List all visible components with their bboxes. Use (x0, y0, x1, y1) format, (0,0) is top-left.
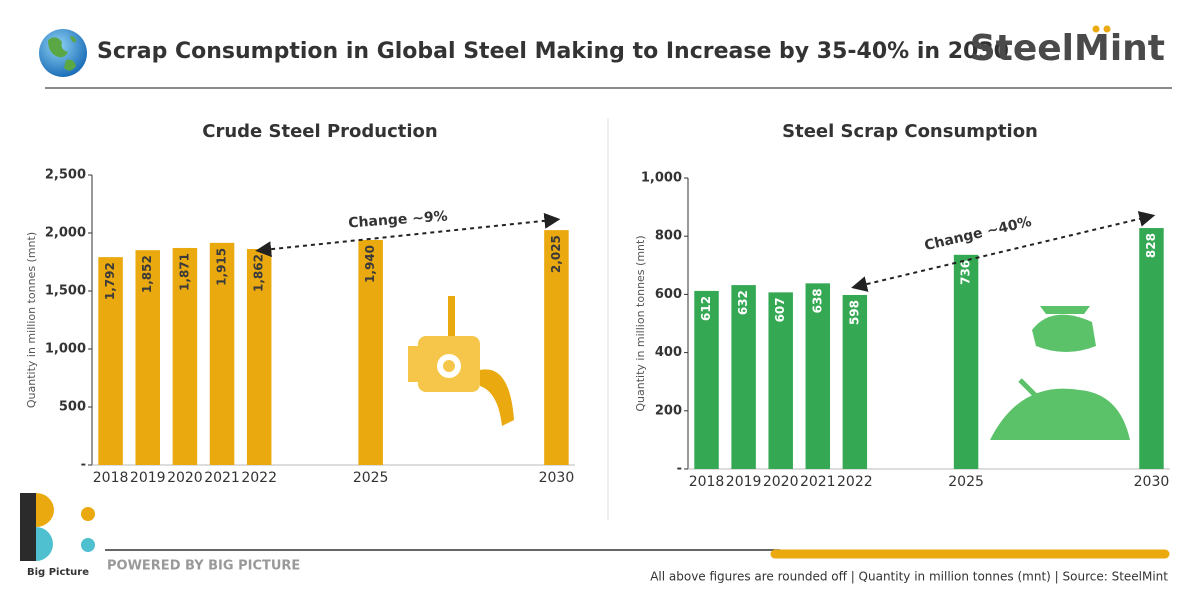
header-title: Scrap Consumption in Global Steel Making… (97, 39, 1009, 64)
bar (768, 292, 793, 469)
x-tick-label: 2025 (353, 470, 389, 486)
x-tick-label: 2020 (167, 470, 203, 486)
x-tick-label: 2020 (763, 474, 799, 490)
value-label: 1,862 (252, 254, 266, 292)
chart-title: Crude Steel Production (202, 121, 437, 142)
value-label: 1,915 (215, 248, 229, 286)
footer-note: All above figures are rounded off | Quan… (650, 570, 1168, 584)
value-label: 598 (847, 300, 861, 325)
x-tick-label: 2025 (948, 474, 984, 490)
logo-dot (1092, 25, 1100, 33)
x-tick-label: 2022 (837, 474, 873, 490)
ladle-icon (408, 296, 514, 426)
value-label: 607 (773, 297, 787, 322)
bar (358, 239, 383, 465)
bar (246, 249, 272, 465)
bar (98, 257, 123, 465)
y-tick-label: 500 (59, 400, 86, 415)
big-picture-logo (20, 493, 95, 561)
logo-text: Big Picture (27, 567, 89, 578)
value-label: 1,852 (140, 255, 154, 293)
bar (842, 294, 868, 469)
bar (731, 285, 756, 469)
value-label: 828 (1144, 233, 1158, 258)
logo-dot (1103, 25, 1111, 33)
powered-by: POWERED BY BIG PICTURE (107, 559, 300, 574)
x-tick-label: 2021 (204, 470, 240, 486)
value-label: 612 (699, 296, 713, 321)
value-label: 632 (736, 290, 750, 315)
y-tick-label: 2,000 (45, 226, 86, 241)
value-label: 1,792 (103, 262, 117, 300)
y-tick-label: 2,500 (45, 168, 86, 183)
bar (544, 230, 569, 465)
bar (209, 242, 235, 465)
value-label: 1,940 (363, 245, 377, 283)
scrap-icon (990, 306, 1130, 440)
value-label: 1,871 (177, 253, 191, 291)
x-tick-label: 2030 (539, 470, 575, 486)
y-tick-label: 1,000 (45, 342, 86, 357)
x-tick-label: 2018 (689, 474, 725, 490)
x-tick-label: 2018 (93, 470, 129, 486)
brand-logo: SteelMint (970, 28, 1165, 69)
bar (135, 250, 160, 465)
bar (694, 290, 719, 469)
annotation: Change ~9% (348, 209, 448, 232)
value-label: 736 (959, 260, 973, 285)
y-axis-label: Quantity in million tonnes (mnt) (25, 232, 38, 408)
globe-icon (39, 29, 87, 77)
bar (953, 254, 979, 469)
x-tick-label: 2019 (726, 474, 762, 490)
bar (805, 283, 831, 469)
x-tick-label: 2019 (130, 470, 166, 486)
y-tick-label: 200 (655, 403, 682, 418)
y-tick-label: 600 (655, 287, 682, 302)
value-label: 638 (810, 288, 824, 313)
bar (1139, 228, 1164, 469)
x-tick-label: 2022 (241, 470, 277, 486)
y-tick-label: 400 (655, 345, 682, 360)
bar (172, 247, 198, 465)
chart-title: Steel Scrap Consumption (782, 121, 1038, 142)
change-arrow (851, 211, 1156, 292)
change-arrow (255, 212, 561, 258)
y-tick-label: 1,500 (45, 284, 86, 299)
y-tick-label: 1,000 (641, 171, 682, 186)
y-tick-label: - (81, 458, 86, 473)
y-axis-label: Quantity in million tonnes (mnt) (634, 235, 647, 411)
x-tick-label: 2021 (800, 474, 836, 490)
y-tick-label: 800 (655, 229, 682, 244)
y-tick-label: - (677, 462, 682, 477)
value-label: 2,025 (549, 235, 563, 273)
x-tick-label: 2030 (1134, 474, 1170, 490)
